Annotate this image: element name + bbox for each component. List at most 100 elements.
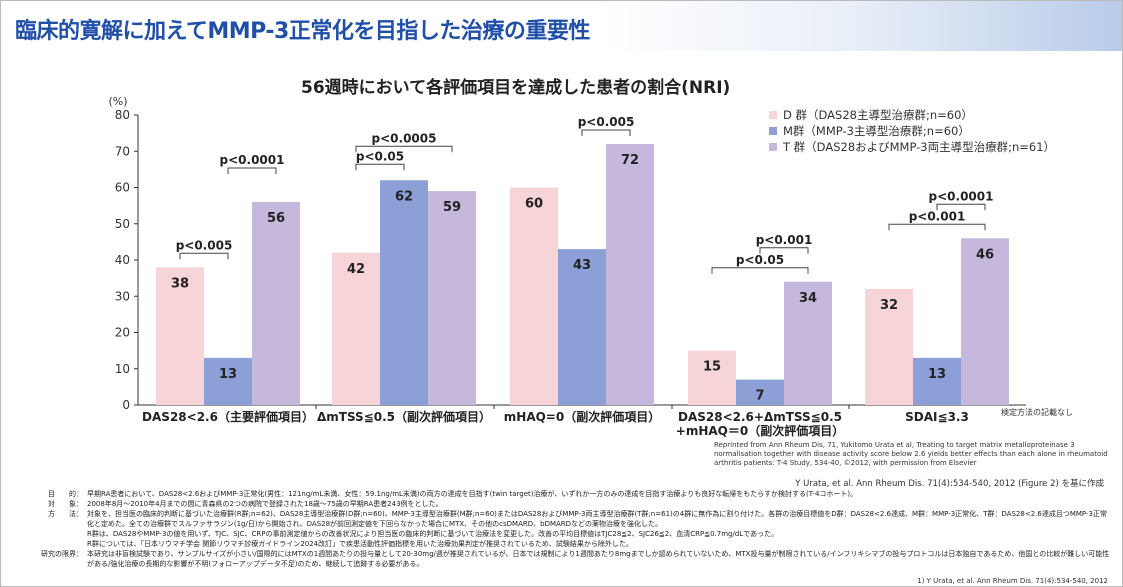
- bar: [913, 357, 961, 405]
- bar: [332, 252, 380, 405]
- y-tick-label: 50: [115, 217, 130, 231]
- significance-bracket: [179, 252, 229, 260]
- significance-bracket: [936, 203, 986, 211]
- legend-label: D 群（DAS28主導型治療群;n=60）: [783, 108, 973, 122]
- study-notes: 目 的： 早期RA患者において、DAS28<2.6およびMMP-3正常化(男性：1…: [13, 489, 1113, 569]
- bar: [510, 187, 558, 405]
- data-label: 62: [395, 189, 413, 204]
- data-label: 60: [525, 197, 543, 212]
- legend-label: M群（MMP-3主導型治療群;n=60）: [783, 124, 970, 138]
- note-key: 目 的：: [48, 490, 83, 498]
- significance-label: p<0.001: [909, 209, 966, 223]
- bar: [961, 238, 1009, 405]
- significance-label: p<0.0001: [220, 153, 285, 167]
- legend-item: D 群（DAS28主導型治療群;n=60）: [769, 107, 1055, 123]
- bar: [784, 281, 832, 405]
- note-text: 早期RA患者において、DAS28<2.6およびMMP-3正常化(男性：121ng…: [87, 490, 858, 498]
- note-row: 研究の限界： 本研究は非盲検試験であり、サンプルサイズが小さい/国際的にはMTXの…: [13, 549, 1113, 569]
- note-row: R群は、DAS28やMMP-3の値を用いず、TJC、SJC、CRPの事前測定値か…: [13, 529, 1113, 539]
- y-tick-label: 60: [115, 181, 130, 195]
- legend-item: T 群（DAS28およびMMP-3両主導型治療群;n=61）: [769, 139, 1055, 155]
- y-tick-label: 20: [115, 326, 130, 340]
- data-label: 15: [703, 360, 721, 375]
- note-key: [13, 529, 87, 539]
- data-label: 13: [928, 367, 946, 382]
- note-key: 方 法：: [48, 510, 83, 518]
- x-tick-label: mHAQ=0（副次評価項目）: [504, 409, 660, 424]
- legend-label: T 群（DAS28およびMMP-3両主導型治療群;n=61）: [783, 140, 1056, 154]
- significance-bracket: [355, 145, 453, 153]
- bar: [865, 289, 913, 405]
- y-tick-label: 10: [115, 362, 130, 376]
- note-text: 2008年8月～2010年4月までの間に青森県の2つの病院で登録された18歳～7…: [87, 500, 443, 508]
- significance-label: p<0.0001: [929, 189, 994, 203]
- significance-label: p<0.005: [578, 115, 635, 129]
- significance-bracket: [711, 267, 809, 274]
- citation: Y Urata, et al. Ann Rheum Dis. 71(4):534…: [795, 479, 1104, 489]
- significance-label: p<0.005: [176, 238, 233, 252]
- x-tick-label: DAS28<2.6+ΔmTSS≦0.5: [678, 410, 842, 424]
- note-key: 研究の限界：: [41, 550, 83, 558]
- significance-bracket: [759, 247, 809, 254]
- reference: 1) Y Urata, et al. Ann Rheum Dis. 71(4):…: [917, 577, 1108, 585]
- note-row: R群については、「日本リウマチ学会 関節リウマチ診療ガイドライン2024改訂」で…: [13, 539, 1113, 549]
- bar-chart: (%) 0 10 20 30 40 50 60 70 80 DAS28<2.6（主要評価項目） 38 1…: [108, 95, 1026, 438]
- significance-label: p<0.05: [356, 149, 404, 163]
- data-label: 42: [347, 262, 365, 277]
- bar: [606, 144, 654, 405]
- note-text: R群は、DAS28やMMP-3の値を用いず、TJC、SJC、CRPの事前測定値か…: [87, 530, 779, 538]
- chart-legend: D 群（DAS28主導型治療群;n=60） M群（MMP-3主導型治療群;n=60…: [769, 107, 1055, 155]
- x-tick-label: DAS28<2.6（主要評価項目）: [142, 409, 314, 424]
- significance-label: p<0.0005: [372, 131, 437, 145]
- x-tick-label: ΔmTSS≦0.5（副次評価項目）: [317, 409, 491, 424]
- note-key: 対 象：: [48, 500, 83, 508]
- bar: [380, 180, 428, 405]
- legend-swatch: [769, 127, 777, 135]
- data-label: 13: [219, 367, 237, 382]
- significance-bracket: [227, 167, 277, 174]
- note-key: [13, 539, 87, 549]
- y-tick-label: 30: [115, 289, 130, 303]
- data-label: 38: [171, 276, 189, 291]
- significance-bracket: [355, 163, 405, 171]
- reprint-note: Reprinted from Ann Rheum Dis, 71, Yukito…: [714, 441, 1108, 467]
- bar: [688, 350, 736, 405]
- data-label: 59: [443, 200, 461, 215]
- note-text: 対象を、担当医の臨床的判断に基づいた治療群(R群;n=62)、DAS28主導型治…: [87, 510, 1107, 528]
- x-tick-label: SDAI≦3.3: [905, 410, 969, 424]
- data-label: 46: [976, 247, 994, 262]
- significance-label: p<0.05: [736, 253, 784, 267]
- bar: [558, 249, 606, 405]
- note-row: 方 法： 対象を、担当医の臨床的判断に基づいた治療群(R群;n=62)、DAS28…: [13, 509, 1113, 529]
- data-label: 43: [573, 258, 591, 273]
- note-row: 対 象： 2008年8月～2010年4月までの間に青森県の2つの病院で登録された1…: [13, 499, 1113, 509]
- page-title: 臨床的寛解に加えてMMP-3正常化を目指した治療の重要性: [15, 19, 590, 44]
- legend-swatch: [769, 143, 777, 151]
- significance-label: p<0.001: [756, 233, 813, 247]
- chart-title: 56週時において各評価項目を達成した患者の割合(NRI): [301, 78, 731, 98]
- header-banner: [602, 1, 1122, 51]
- y-tick-label: 40: [115, 253, 130, 267]
- x-tick-label: +mHAQ＝0（副次評価項目）: [676, 423, 844, 438]
- legend-item: M群（MMP-3主導型治療群;n=60）: [769, 123, 1055, 139]
- bar: [204, 357, 252, 405]
- significance-bracket: [888, 223, 986, 231]
- note-text: R群については、「日本リウマチ学会 関節リウマチ診療ガイドライン2024改訂」で…: [87, 540, 633, 548]
- data-label: 72: [621, 153, 639, 168]
- bar: [428, 191, 476, 405]
- y-tick-label: 80: [115, 108, 130, 122]
- note-row: 目 的： 早期RA患者において、DAS28<2.6およびMMP-3正常化(男性：1…: [13, 489, 1113, 499]
- y-tick-label: 70: [115, 144, 130, 158]
- significance-bracket: [581, 129, 631, 136]
- data-label: 7: [755, 389, 764, 404]
- bar: [736, 379, 784, 405]
- data-label: 34: [799, 291, 817, 306]
- data-label: 56: [267, 211, 285, 226]
- y-axis-label: (%): [108, 95, 127, 108]
- bar: [156, 267, 204, 405]
- note-text: 本研究は非盲検試験であり、サンプルサイズが小さい/国際的にはMTXの1週間あたり…: [87, 550, 1110, 568]
- test-method-note: 検定方法の記載なし: [1001, 408, 1073, 417]
- data-label: 32: [880, 298, 898, 313]
- y-tick-label: 0: [122, 398, 130, 412]
- legend-swatch: [769, 111, 777, 119]
